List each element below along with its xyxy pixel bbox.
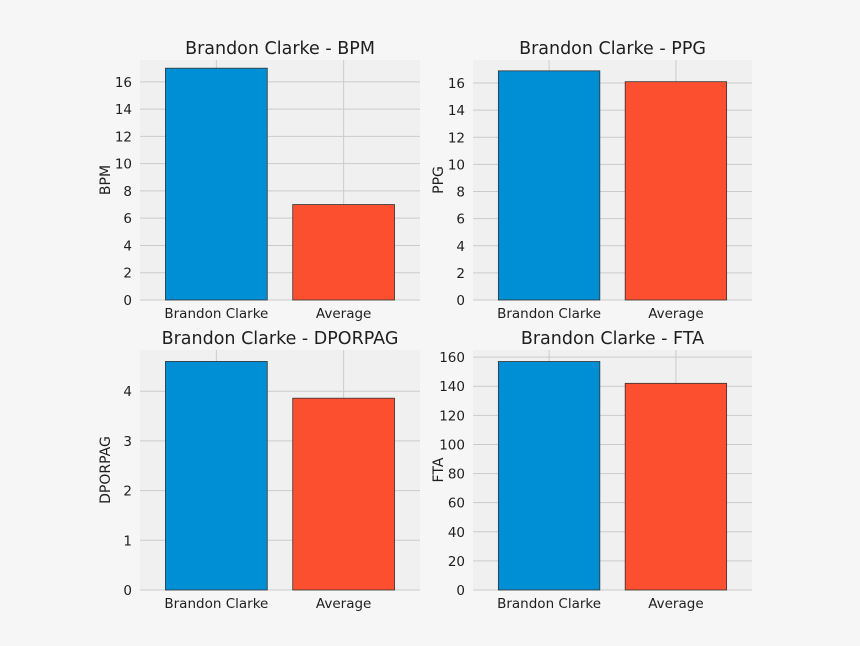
bar-average [292, 397, 395, 591]
y-tick-label: 3 [123, 434, 132, 450]
y-axis-label: PPG [431, 166, 447, 194]
subplot-1: 0 2 4 6 8 10 12 14 16 Brandon Clarke Average Brando… [98, 39, 420, 322]
y-tick-label: 6 [456, 212, 465, 228]
y-tick-label: 60 [448, 496, 465, 512]
bar-brandon-clarke [165, 67, 268, 301]
bar-average [624, 81, 728, 301]
y-tick-label: 10 [115, 157, 132, 173]
y-tick-label: 4 [456, 239, 465, 255]
subplot-3: 0 1 2 3 4 Brandon Clarke Average Brandon Clarke… [98, 329, 420, 612]
y-tick-label: 8 [123, 184, 132, 200]
y-tick-label: 14 [115, 102, 132, 118]
bar-average [624, 382, 728, 591]
chart-title: Brandon Clarke - FTA [521, 329, 704, 349]
chart-title: Brandon Clarke - PPG [519, 39, 706, 59]
x-tick-label: Average [316, 306, 371, 322]
y-tick-label: 80 [448, 467, 465, 483]
y-tick-label: 20 [448, 554, 465, 570]
y-tick-label: 100 [439, 437, 465, 453]
y-tick-label: 160 [439, 350, 465, 366]
y-tick-label: 1 [123, 533, 132, 549]
y-tick-label: 4 [123, 384, 132, 400]
bar-brandon-clarke [497, 361, 601, 591]
y-tick-label: 40 [448, 525, 465, 541]
y-tick-label: 6 [123, 211, 132, 227]
y-tick-label: 140 [439, 379, 465, 395]
y-tick-label: 0 [123, 293, 132, 309]
y-tick-label: 8 [456, 185, 465, 201]
y-tick-label: 2 [123, 266, 132, 282]
y-tick-label: 0 [456, 293, 465, 309]
y-tick-label: 0 [123, 583, 132, 599]
y-axis-label: DPORPAG [98, 436, 114, 504]
x-tick-label: Average [648, 596, 703, 612]
y-tick-label: 10 [448, 157, 465, 173]
x-tick-label: Average [648, 306, 703, 322]
subplot-4: 0 20 40 60 80 100 120 140 160 Brandon Clarke Avera… [431, 329, 752, 612]
x-tick-label: Brandon Clarke [497, 306, 601, 322]
x-tick-label: Brandon Clarke [164, 306, 268, 322]
y-axis-label: FTA [431, 457, 447, 482]
x-tick-label: Brandon Clarke [497, 596, 601, 612]
bar-brandon-clarke [165, 361, 268, 591]
x-tick-label: Brandon Clarke [164, 596, 268, 612]
y-tick-label: 16 [115, 75, 132, 91]
subplot-2: 0 2 4 6 8 10 12 14 16 Brandon Clarke Average Brando… [431, 39, 752, 322]
chart-title: Brandon Clarke - BPM [185, 39, 375, 59]
y-tick-label: 2 [123, 484, 132, 500]
bar-brandon-clarke [497, 70, 601, 301]
y-axis-label: BPM [98, 165, 114, 195]
chart-title: Brandon Clarke - DPORPAG [162, 329, 399, 349]
y-tick-label: 14 [448, 103, 465, 119]
x-tick-label: Average [316, 596, 371, 612]
y-tick-label: 0 [456, 583, 465, 599]
y-tick-label: 4 [123, 238, 132, 254]
y-tick-label: 12 [115, 129, 132, 145]
y-tick-label: 120 [439, 408, 465, 424]
y-tick-label: 2 [456, 266, 465, 282]
y-tick-label: 16 [448, 76, 465, 92]
y-tick-label: 12 [448, 130, 465, 146]
bar-average [292, 204, 395, 301]
